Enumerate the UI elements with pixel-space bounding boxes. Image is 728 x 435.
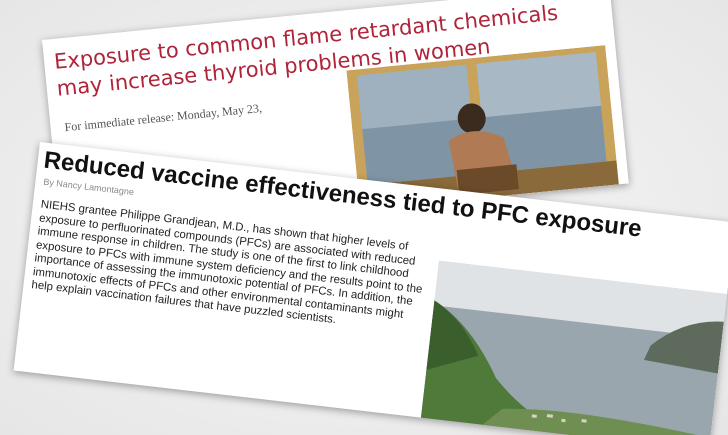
article-clipping: Reduced vaccine effectiveness tied to PF…	[14, 142, 728, 435]
release-date: For immediate release: Monday, May 23,	[64, 101, 263, 135]
page: Exposure to common flame retardant chemi…	[0, 0, 728, 435]
article-photo	[421, 261, 727, 435]
article-body: NIEHS grantee Philippe Grandjean, M.D., …	[31, 199, 434, 338]
